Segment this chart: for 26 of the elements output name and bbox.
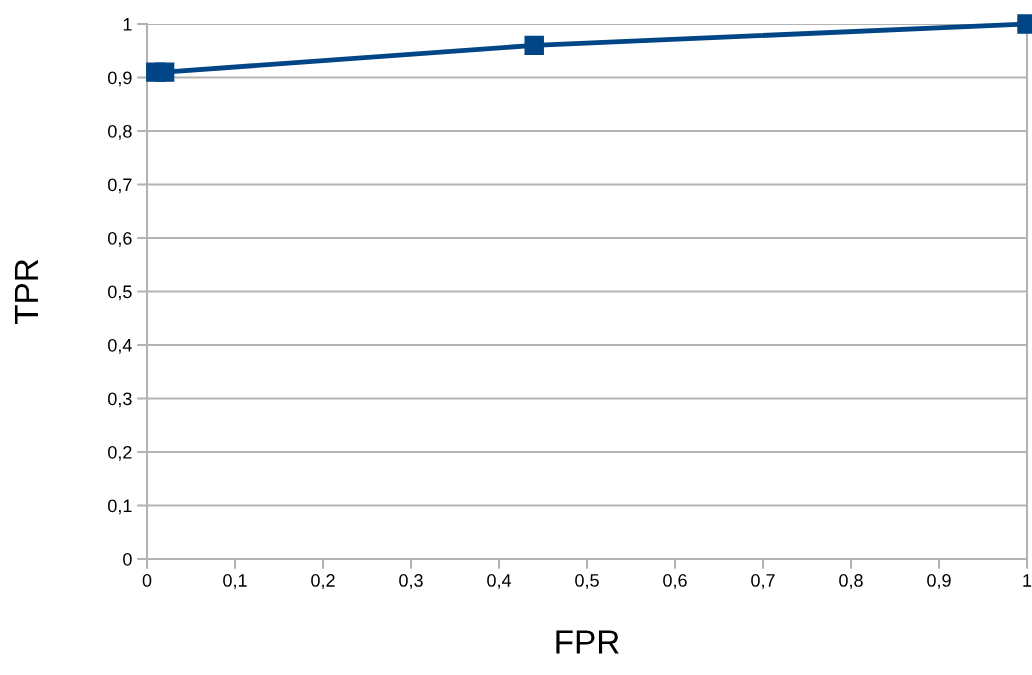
- y-tick-label: 0,6: [108, 231, 132, 247]
- y-axis-title: TPR: [14, 259, 38, 325]
- x-tick-label: 0,5: [575, 574, 599, 589]
- y-tick-label: 0,4: [108, 338, 132, 354]
- point: [154, 62, 175, 82]
- x-tick-label: 0,2: [311, 574, 335, 589]
- x-tick-label: 1: [1023, 574, 1032, 587]
- y-tick-label: 0,2: [108, 445, 132, 461]
- y-tick-label: 0,3: [108, 392, 132, 408]
- x-tick-label: 0,7: [751, 574, 775, 589]
- y-tick-label: 0,9: [108, 71, 132, 87]
- x-tick-label: 0,1: [223, 574, 247, 589]
- y-tick-label: 0: [123, 552, 132, 566]
- y-tick-label: 0,1: [108, 499, 132, 515]
- y-tick-label: 0,8: [108, 124, 132, 140]
- x-tick-label: 0,8: [839, 574, 863, 589]
- y-tick-label: 0,5: [108, 285, 132, 301]
- x-tick-label: 0,3: [399, 574, 423, 589]
- y-tick-label: 0,7: [108, 178, 132, 194]
- x-axis-title: FPR: [556, 630, 619, 654]
- x-tick-label: 0,6: [663, 574, 687, 589]
- x-tick-label: 0,9: [927, 574, 951, 589]
- x-tick-label: 0,4: [487, 574, 512, 589]
- point: [524, 35, 544, 56]
- y-tick-label: 1: [123, 18, 132, 31]
- x-tick-label: 0: [142, 574, 152, 587]
